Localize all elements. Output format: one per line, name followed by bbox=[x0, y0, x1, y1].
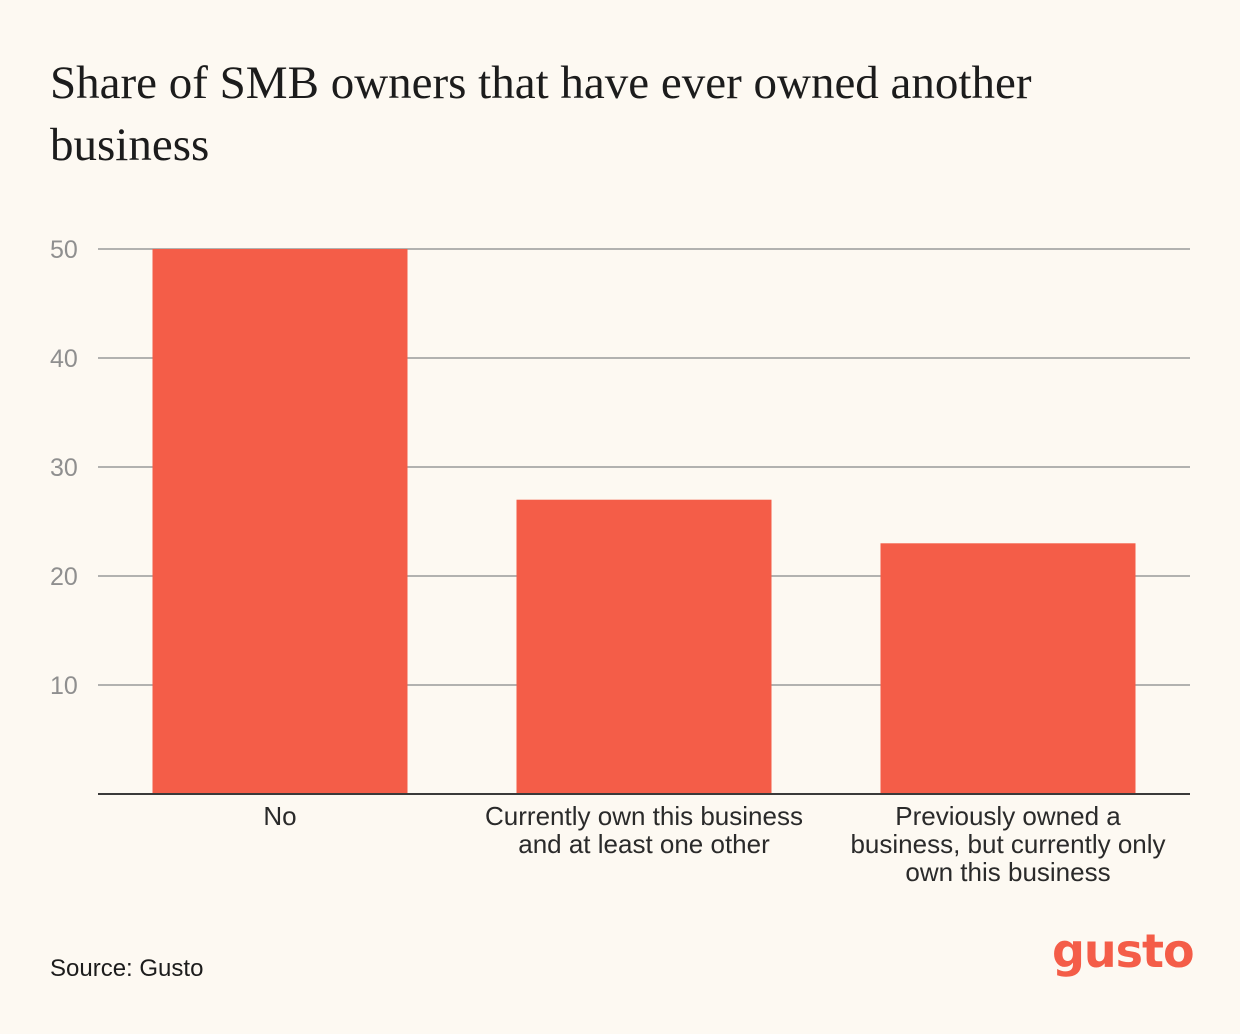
bars bbox=[152, 249, 1136, 794]
y-tick-label-20: 20 bbox=[50, 563, 78, 591]
chart-title: Share of SMB owners that have ever owned… bbox=[50, 57, 1032, 171]
gusto-logo: gusto bbox=[1052, 924, 1195, 978]
y-tick-label-10: 10 bbox=[50, 672, 78, 700]
y-tick-label-40: 40 bbox=[50, 345, 78, 373]
source-note: Source: Gusto bbox=[50, 955, 204, 982]
x-tick-label-no: No bbox=[263, 801, 297, 831]
bar-0 bbox=[152, 249, 408, 794]
y-tick-label-50: 50 bbox=[50, 236, 78, 264]
bar-1 bbox=[516, 499, 772, 794]
x-tick-label-previously-owned: Previously owned a business, but current… bbox=[850, 801, 1166, 887]
y-axis-ticks: 10 20 30 40 50 bbox=[50, 236, 78, 700]
y-tick-label-30: 30 bbox=[50, 454, 78, 482]
x-tick-label-currently-own: Currently own this business and at least… bbox=[485, 801, 803, 859]
bar-2 bbox=[880, 543, 1136, 794]
